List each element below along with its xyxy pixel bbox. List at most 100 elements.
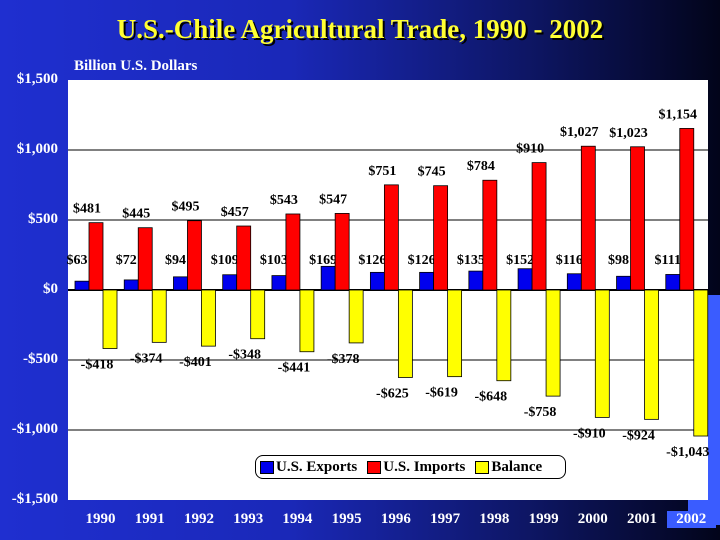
bar-balance	[348, 289, 364, 344]
x-tick-label: 1999	[528, 511, 559, 527]
x-tick-label: 2001	[627, 511, 658, 527]
y-axis-label: Billion U.S. Dollars	[74, 58, 198, 74]
data-label: $94	[165, 253, 186, 268]
data-label: -$924	[622, 428, 655, 443]
bar-exports	[419, 271, 435, 291]
bar-imports	[334, 213, 350, 291]
bar-imports	[630, 146, 645, 291]
data-label: $109	[211, 253, 239, 268]
bar-exports	[468, 270, 484, 291]
bar-imports	[285, 213, 301, 291]
x-tick-label: 2000	[577, 511, 608, 527]
data-label: -$378	[327, 352, 360, 367]
bar-balance	[496, 289, 512, 382]
data-label: $116	[556, 253, 583, 268]
legend-swatch	[367, 460, 382, 474]
data-label: -$374	[130, 351, 163, 366]
legend-swatch	[475, 460, 490, 474]
y-tick-label: -$500	[23, 351, 58, 367]
bar-exports	[566, 273, 582, 291]
chart-title: U.S.-Chile Agricultural Trade, 1990 - 20…	[116, 14, 604, 44]
data-label: $98	[608, 253, 629, 268]
y-tick-label: $1,500	[16, 71, 58, 87]
data-label: $784	[467, 159, 495, 174]
data-label: $103	[260, 253, 288, 268]
bar-balance	[151, 289, 167, 343]
data-label: -$758	[524, 405, 557, 420]
legend-label: U.S. Imports	[383, 458, 466, 475]
bar-balance	[397, 289, 413, 378]
data-label: $1,023	[609, 126, 648, 141]
data-label: $481	[73, 202, 101, 217]
x-tick-label: 1994	[282, 511, 313, 527]
x-tick-label: 1993	[233, 511, 264, 527]
data-label: $457	[221, 205, 249, 220]
bar-imports	[482, 179, 498, 291]
bar-balance	[447, 289, 463, 378]
x-tick-label: 1995	[331, 511, 362, 527]
data-label: $63	[67, 253, 88, 268]
bar-imports	[531, 162, 547, 291]
data-label: $135	[457, 253, 485, 268]
data-label: $495	[171, 200, 199, 215]
bar-imports	[679, 128, 695, 291]
data-label: $1,154	[659, 107, 698, 122]
y-tick-label: $0	[43, 281, 58, 297]
bar-exports	[173, 276, 188, 291]
x-tick-label: 1990	[85, 511, 116, 527]
data-label: -$910	[573, 426, 606, 441]
data-label: -$418	[81, 358, 114, 373]
data-label: -$348	[228, 348, 261, 363]
y-tick-label: $1,000	[16, 141, 58, 157]
bar-exports	[369, 271, 385, 291]
data-label: $169	[309, 253, 337, 268]
legend-item-balance: Balance	[475, 459, 542, 476]
y-tick-label: $500	[28, 211, 58, 227]
data-label: $72	[116, 253, 137, 268]
data-label: $111	[655, 253, 681, 268]
data-label: $910	[516, 142, 544, 157]
data-label: $543	[270, 193, 298, 208]
legend-swatch	[260, 460, 274, 474]
bar-imports	[187, 220, 202, 291]
y-tick-label: -$1,000	[11, 421, 58, 437]
x-tick-label: 2002	[666, 511, 716, 528]
x-tick-label: 1997	[430, 511, 461, 527]
bar-balance	[594, 289, 610, 418]
bar-balance	[102, 289, 118, 349]
data-label: -$625	[376, 387, 409, 402]
data-label: $745	[418, 165, 446, 180]
bar-exports	[123, 279, 139, 291]
bar-balance	[545, 289, 561, 397]
bar-imports	[383, 184, 399, 291]
bar-imports	[137, 227, 153, 291]
bar-imports	[433, 185, 449, 291]
legend-item-exports: U.S. Exports	[260, 459, 357, 476]
x-tick-label: 1991	[134, 511, 165, 527]
data-label: -$619	[425, 386, 458, 401]
data-label: $751	[368, 164, 396, 179]
x-tick-label: 1992	[183, 511, 214, 527]
data-label: -$441	[278, 361, 311, 376]
legend-label: Balance	[491, 458, 543, 475]
bar-balance	[201, 289, 216, 347]
data-label: $1,027	[560, 125, 599, 140]
data-label: -$1,043	[666, 445, 709, 460]
data-label: $126	[358, 253, 386, 268]
x-tick-label: 1996	[380, 511, 411, 527]
bar-balance	[693, 289, 709, 437]
bar-exports	[74, 280, 90, 291]
bar-exports	[616, 275, 631, 291]
bar-exports	[517, 268, 533, 291]
legend: U.S. Exports U.S. Imports Balance	[255, 455, 566, 479]
x-tick-label: 1998	[479, 511, 510, 527]
data-label: $547	[319, 192, 347, 207]
bar-imports	[88, 222, 104, 291]
bar-exports	[271, 275, 287, 291]
bar-balance	[644, 289, 659, 420]
data-label: $126	[408, 253, 436, 268]
bar-imports	[236, 225, 252, 291]
data-label: $152	[506, 253, 534, 268]
data-label: -$401	[179, 355, 212, 370]
